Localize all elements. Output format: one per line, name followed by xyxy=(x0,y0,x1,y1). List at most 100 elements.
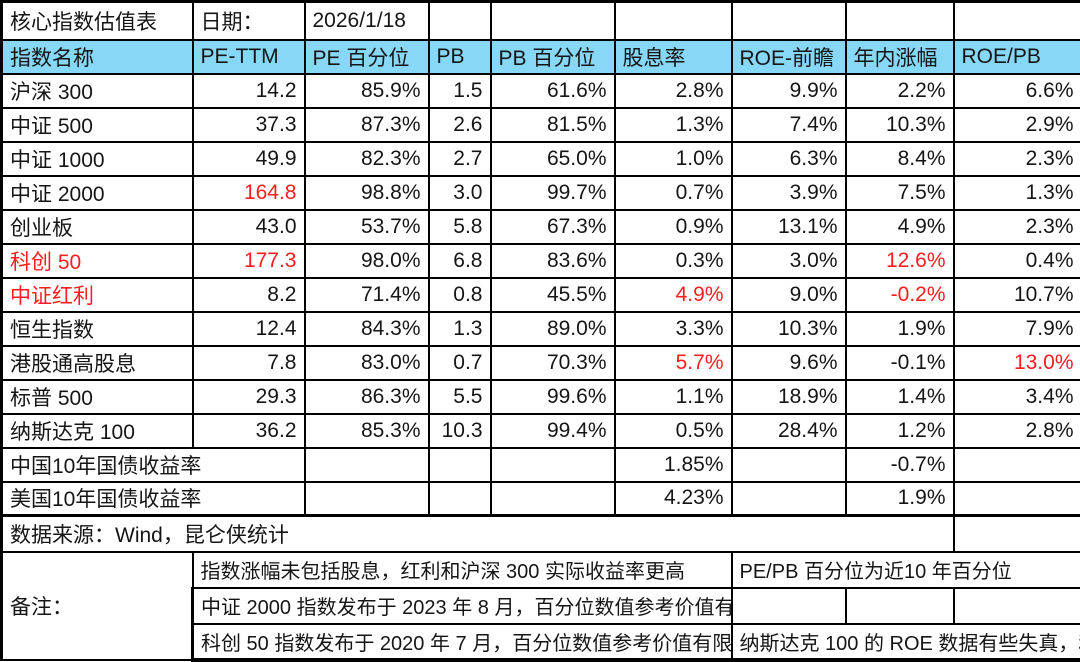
cell-ytd-change: 1.4% xyxy=(846,380,954,414)
cell-pb-percentile: 61.6% xyxy=(491,74,615,108)
cell-ytd-change: 7.5% xyxy=(846,176,954,210)
cell-roe-pb: 13.0% xyxy=(954,346,1080,380)
empty-cell xyxy=(846,588,954,624)
note-right-1: PE/PB 百分位为近10 年百分位 xyxy=(732,552,1080,588)
index-name: 纳斯达克 100 xyxy=(2,414,193,448)
bond-name: 美国10年国债收益率 xyxy=(2,482,305,516)
empty-cell xyxy=(305,482,429,516)
notes-label: 备注： xyxy=(2,552,193,660)
index-name: 港股通高股息 xyxy=(2,346,193,380)
cell-roe-forward: 9.0% xyxy=(732,278,846,312)
cell-pb-percentile: 65.0% xyxy=(491,142,615,176)
cell-roe-pb: 2.3% xyxy=(954,210,1080,244)
cell-ytd-change: 1.2% xyxy=(846,414,954,448)
cell-roe-forward: 9.9% xyxy=(732,74,846,108)
cell-ytd-change: 1.9% xyxy=(846,312,954,346)
cell-dividend-yield: 4.23% xyxy=(615,482,732,516)
cell-roe-pb: 2.3% xyxy=(954,142,1080,176)
cell-pe-ttm: 37.3 xyxy=(193,108,305,142)
index-name: 恒生指数 xyxy=(2,312,193,346)
cell-pe-percentile: 82.3% xyxy=(305,142,429,176)
empty-cell xyxy=(491,2,615,40)
cell-ytd-change: -0.1% xyxy=(846,346,954,380)
notes-row-1: 备注： 指数涨幅未包括股息，红利和沪深 300 实际收益率更高 PE/PB 百分… xyxy=(2,552,1080,588)
cell-roe-forward: 7.4% xyxy=(732,108,846,142)
cell-pb: 2.7 xyxy=(429,142,491,176)
cell-roe-forward: 28.4% xyxy=(732,414,846,448)
cell-pe-percentile: 87.3% xyxy=(305,108,429,142)
cell-dividend-yield: 1.0% xyxy=(615,142,732,176)
bond-name: 中国10年国债收益率 xyxy=(2,448,305,482)
empty-cell xyxy=(954,448,1080,482)
empty-cell xyxy=(615,2,732,40)
index-name: 中证红利 xyxy=(2,278,193,312)
cell-pe-ttm: 36.2 xyxy=(193,414,305,448)
cell-pb-percentile: 89.0% xyxy=(491,312,615,346)
cell-pb-percentile: 81.5% xyxy=(491,108,615,142)
note-left-2: 中证 2000 指数发布于 2023 年 8 月，百分位数值参考价值有限 xyxy=(193,588,732,624)
cell-roe-pb: 2.8% xyxy=(954,414,1080,448)
col-header-pb: PB xyxy=(429,40,491,74)
cell-dividend-yield: 0.3% xyxy=(615,244,732,278)
note-left-1: 指数涨幅未包括股息，红利和沪深 300 实际收益率更高 xyxy=(193,552,732,588)
index-name: 中证 500 xyxy=(2,108,193,142)
cell-pe-ttm: 14.2 xyxy=(193,74,305,108)
note-right-3: 纳斯达克 100 的 ROE 数据有些失真，和超 xyxy=(732,624,1080,660)
cell-pb: 3.0 xyxy=(429,176,491,210)
cell-pe-percentile: 98.0% xyxy=(305,244,429,278)
cell-dividend-yield: 1.3% xyxy=(615,108,732,142)
empty-cell xyxy=(429,2,491,40)
cell-pe-ttm: 177.3 xyxy=(193,244,305,278)
cell-roe-forward: 13.1% xyxy=(732,210,846,244)
cell-pb-percentile: 99.4% xyxy=(491,414,615,448)
cell-pe-ttm: 43.0 xyxy=(193,210,305,244)
index-name: 创业板 xyxy=(2,210,193,244)
data-source-text: 数据来源：Wind，昆仑侠统计 xyxy=(2,516,954,552)
cell-ytd-change: 8.4% xyxy=(846,142,954,176)
date-value: 2026/1/18 xyxy=(305,2,429,40)
cell-pb: 5.5 xyxy=(429,380,491,414)
cell-pe-percentile: 71.4% xyxy=(305,278,429,312)
cell-pb-percentile: 83.6% xyxy=(491,244,615,278)
col-header-index-name: 指数名称 xyxy=(2,40,193,74)
empty-cell xyxy=(429,448,491,482)
empty-cell xyxy=(954,588,1080,624)
cell-pb-percentile: 67.3% xyxy=(491,210,615,244)
cell-pe-ttm: 7.8 xyxy=(193,346,305,380)
cell-roe-pb: 1.3% xyxy=(954,176,1080,210)
cell-ytd-change: 10.3% xyxy=(846,108,954,142)
cell-dividend-yield: 0.5% xyxy=(615,414,732,448)
cell-roe-pb: 0.4% xyxy=(954,244,1080,278)
empty-cell xyxy=(491,482,615,516)
cell-pe-ttm: 164.8 xyxy=(193,176,305,210)
index-name: 中证 1000 xyxy=(2,142,193,176)
col-header-roe-forward: ROE-前瞻 xyxy=(732,40,846,74)
col-header-ytd-change: 年内涨幅 xyxy=(846,40,954,74)
cell-pe-ttm: 29.3 xyxy=(193,380,305,414)
cell-roe-forward: 3.9% xyxy=(732,176,846,210)
cell-pe-percentile: 85.9% xyxy=(305,74,429,108)
cell-pb: 2.6 xyxy=(429,108,491,142)
cell-roe-pb: 10.7% xyxy=(954,278,1080,312)
cell-roe-pb: 2.9% xyxy=(954,108,1080,142)
cell-pe-percentile: 85.3% xyxy=(305,414,429,448)
index-name: 标普 500 xyxy=(2,380,193,414)
cell-dividend-yield: 1.85% xyxy=(615,448,732,482)
cell-pb: 1.3 xyxy=(429,312,491,346)
col-header-pe-ttm: PE-TTM xyxy=(193,40,305,74)
cell-roe-pb: 3.4% xyxy=(954,380,1080,414)
cell-ytd-change: 12.6% xyxy=(846,244,954,278)
cell-ytd-change: -0.2% xyxy=(846,278,954,312)
cell-pe-percentile: 84.3% xyxy=(305,312,429,346)
cell-pb: 0.7 xyxy=(429,346,491,380)
cell-pb-percentile: 70.3% xyxy=(491,346,615,380)
